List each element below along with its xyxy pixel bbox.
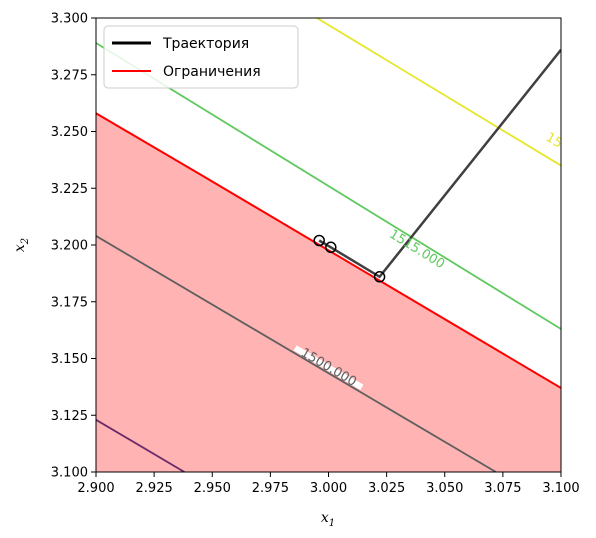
y-tick-label-0: 3.100: [51, 466, 88, 481]
x-tick-label-1: 2.925: [136, 481, 173, 496]
y-tick-label-5: 3.225: [51, 182, 88, 197]
x-tick-label-0: 2.900: [77, 481, 114, 496]
x-tick-label-4: 3.000: [310, 481, 347, 496]
contour-line-0: [96, 419, 185, 472]
contour-lines: [96, 18, 561, 472]
contour-line-1: [96, 235, 497, 472]
x-tick-label-8: 3.100: [542, 481, 579, 496]
legend-label-constraints: Ограничения: [163, 64, 261, 80]
y-tick-label-6: 3.250: [51, 125, 88, 140]
x-axis-label: x1: [321, 510, 335, 529]
y-tick-label-2: 3.150: [51, 352, 88, 367]
x-tick-label-5: 3.025: [368, 481, 405, 496]
trajectory-marker-2: [313, 234, 325, 247]
x-tick-label-3: 2.975: [252, 481, 289, 496]
contour-line-2: [96, 42, 561, 330]
y-tick-label-1: 3.125: [51, 409, 88, 424]
x-tick-label-7: 3.075: [484, 481, 521, 496]
contour-line-3: [316, 18, 561, 167]
y-tick-label-7: 3.275: [51, 68, 88, 83]
legend-box: [103, 25, 299, 89]
trajectory-marker-0: [373, 271, 386, 283]
y-tick-label-3: 3.175: [51, 295, 88, 310]
y-axis-label: x2: [12, 238, 31, 252]
constraint-boundary-line: [96, 112, 561, 389]
y-tick-label-8: 3.300: [51, 12, 88, 27]
legend: Траектория Ограничения: [103, 25, 299, 89]
trajectory-line: [318, 49, 561, 279]
y-axis-ticks: 3.100 3.125 3.150 3.175 3.200 3.225 3.250 3.275…: [51, 12, 96, 481]
x-axis-ticks: 2.900 2.925 2.950 2.975 3.000 3.025 3.050 3.075…: [77, 472, 580, 496]
x-tick-label-6: 3.050: [426, 481, 463, 496]
contour-label-2: 1515.000: [386, 227, 447, 272]
contour-label-gap-line-1: [293, 345, 364, 390]
constraint-region-fill: [96, 113, 561, 472]
x-tick-label-2: 2.950: [194, 481, 231, 496]
legend-label-trajectory: Траектория: [162, 36, 249, 52]
trajectory-marker-1: [325, 241, 337, 254]
contour-label-gap-line-3: [540, 130, 561, 149]
y-tick-label-4: 3.200: [51, 239, 88, 254]
plot-area: [96, 18, 561, 472]
contour-label-gap-line-2: [382, 226, 452, 273]
trajectory-markers: [313, 234, 386, 283]
